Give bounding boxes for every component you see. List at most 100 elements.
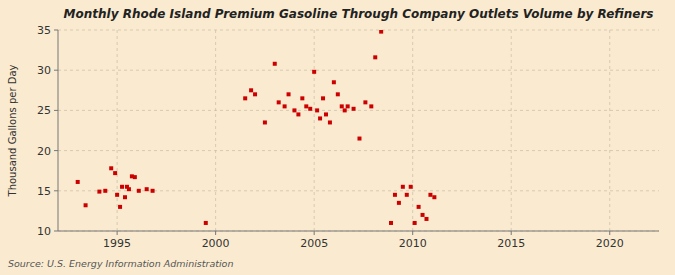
point [332, 80, 336, 84]
x-tick-label: 2015 [497, 237, 525, 250]
y-tick-label: 30 [37, 64, 51, 77]
point [296, 112, 300, 116]
y-grid-line [58, 231, 659, 232]
point [421, 213, 425, 217]
point [315, 108, 319, 112]
point [123, 195, 127, 199]
y-tick [54, 70, 58, 71]
point [253, 92, 257, 96]
point [283, 104, 287, 108]
y-grid-line [58, 150, 659, 151]
point [401, 185, 405, 189]
point [373, 55, 377, 59]
y-grid-line [58, 110, 659, 111]
point [304, 104, 308, 108]
point [133, 175, 137, 179]
point [273, 62, 277, 66]
x-tick [314, 231, 315, 235]
point [118, 205, 122, 209]
x-tick-label: 2010 [399, 237, 427, 250]
point [287, 92, 291, 96]
x-grid-line [412, 30, 413, 231]
point [336, 92, 340, 96]
point [127, 187, 131, 191]
y-tick [54, 190, 58, 191]
point [113, 171, 117, 175]
y-tick [54, 231, 58, 232]
points [76, 30, 437, 225]
y-tick [54, 30, 58, 31]
title: Monthly Rhode Island Premium Gasoline Th… [64, 7, 654, 21]
point [137, 189, 141, 193]
point [318, 116, 322, 120]
chart: 1995 2000 2005 2010 2015 2020 10 15 20 25 30 35 Mont… [0, 0, 675, 275]
x-tick [511, 231, 512, 235]
x-tick [412, 231, 413, 235]
point [357, 137, 361, 141]
point [409, 185, 413, 189]
point [249, 88, 253, 92]
x-tick-label: 2020 [596, 237, 624, 250]
x-grid-line [511, 30, 512, 231]
point [397, 201, 401, 205]
point [109, 166, 113, 170]
x-tick [215, 231, 216, 235]
y-tick-label: 35 [37, 24, 51, 37]
x-tick-label: 2000 [202, 237, 230, 250]
point [343, 108, 347, 112]
point [292, 108, 296, 112]
point [369, 104, 373, 108]
y-tick [54, 110, 58, 111]
point [103, 189, 107, 193]
x-grid-line [215, 30, 216, 231]
point [115, 193, 119, 197]
x-grid-line [117, 30, 118, 231]
point [428, 193, 432, 197]
point [263, 120, 267, 124]
point [363, 100, 367, 104]
x-tick [117, 231, 118, 235]
x-tick [609, 231, 610, 235]
point [413, 221, 417, 225]
source-note: Source: U.S. Energy Information Administ… [8, 258, 233, 269]
x-grid-line [609, 30, 610, 231]
point [277, 100, 281, 104]
point [204, 221, 208, 225]
point [145, 187, 149, 191]
point [324, 112, 328, 116]
point [84, 203, 88, 207]
x-grid-line [314, 30, 315, 231]
point [151, 189, 155, 193]
x-tick-label: 2005 [300, 237, 328, 250]
grid [58, 30, 659, 231]
point [405, 193, 409, 197]
y-tick [54, 150, 58, 151]
point [308, 107, 312, 111]
point [243, 96, 247, 100]
point [432, 195, 436, 199]
point [312, 70, 316, 74]
y-axis-line [58, 30, 59, 231]
x-axis-line [58, 231, 659, 232]
point [97, 190, 101, 194]
background [0, 0, 675, 275]
y-tick-label: 10 [37, 225, 51, 238]
point [346, 104, 350, 108]
y-tick-label: 20 [37, 145, 51, 158]
point [393, 193, 397, 197]
y-tick-label: 15 [37, 185, 51, 198]
y-tick-label: 25 [37, 104, 51, 117]
y-grid-line [58, 30, 659, 31]
x-tick-label: 1995 [103, 237, 131, 250]
point [300, 96, 304, 100]
y-axis-label: Thousand Gallons per Day [7, 64, 18, 197]
point [328, 120, 332, 124]
point [352, 107, 356, 111]
axes: 1995 2000 2005 2010 2015 2020 10 15 20 25 30 35 [37, 24, 659, 250]
point [76, 180, 80, 184]
point [424, 217, 428, 221]
point [417, 205, 421, 209]
point [389, 221, 393, 225]
point [321, 96, 325, 100]
point [340, 104, 344, 108]
